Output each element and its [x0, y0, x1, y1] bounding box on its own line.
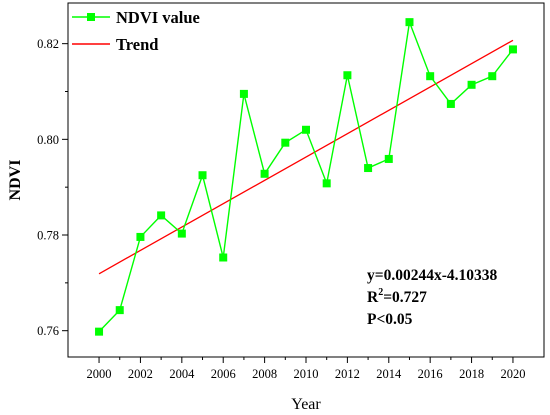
ndvi-point	[384, 154, 393, 163]
y-tick-label: 0.78	[37, 229, 59, 243]
y-tick-label: 0.76	[37, 324, 59, 338]
legend-ndvi-marker-swatch	[87, 13, 95, 21]
r-squared-prefix: R	[367, 289, 379, 306]
ndvi-point	[446, 99, 455, 108]
ndvi-series-layer	[95, 18, 517, 336]
x-tick-label: 2008	[252, 367, 277, 381]
legend-ndvi-label: NDVI value	[116, 8, 200, 27]
ndvi-point	[157, 211, 166, 220]
ndvi-point	[260, 169, 269, 178]
x-tick-label: 2000	[87, 367, 112, 381]
legend: NDVI value Trend	[72, 8, 200, 54]
r-squared-superscript: 2	[378, 287, 383, 298]
ndvi-point	[405, 18, 414, 27]
trend-line	[98, 39, 514, 275]
ndvi-point	[426, 72, 435, 81]
plot-frame	[67, 2, 545, 358]
ndvi-point	[488, 72, 497, 81]
ndvi-point	[95, 327, 104, 336]
ndvi-point	[508, 45, 517, 54]
x-tick-label: 2004	[169, 367, 195, 381]
y-tick-label: 0.80	[37, 133, 59, 147]
ndvi-point	[136, 232, 145, 241]
x-axis-ticks: 2000 2002 2004 2006 2008 2010 2012 2014 2016 2018…	[87, 357, 525, 381]
r-squared-value: =0.727	[383, 289, 427, 306]
x-tick-label: 2002	[128, 367, 153, 381]
ndvi-point	[177, 229, 186, 238]
ndvi-point	[115, 306, 124, 315]
x-tick-label: 2020	[500, 367, 525, 381]
ndvi-point	[343, 71, 352, 80]
x-tick-label: 2016	[418, 367, 443, 381]
x-tick-label: 2018	[459, 367, 484, 381]
x-tick-label: 2012	[335, 367, 360, 381]
ndvi-point	[219, 253, 228, 262]
legend-trend-label: Trend	[116, 35, 158, 54]
p-value-text: P<0.05	[367, 311, 413, 328]
x-tick-label: 2006	[211, 367, 236, 381]
y-axis-ticks: 0.76 0.78 0.80 0.82	[37, 37, 68, 338]
ndvi-point	[302, 125, 310, 134]
x-tick-label: 2014	[376, 367, 402, 381]
trend-line-layer	[98, 39, 514, 275]
ndvi-point	[364, 164, 373, 173]
ndvi-point	[467, 80, 476, 89]
r-squared-text: R2=0.727	[367, 287, 427, 306]
regression-equation: y=0.00244x-4.10338	[367, 267, 497, 284]
x-axis-title: Year	[291, 396, 321, 413]
ndvi-line	[98, 19, 514, 333]
ndvi-point	[322, 179, 331, 188]
regression-annotation: y=0.00244x-4.10338 R2=0.727 P<0.05	[367, 267, 497, 328]
x-tick-label: 2010	[294, 367, 319, 381]
ndvi-point	[198, 171, 207, 180]
ndvi-point	[281, 138, 290, 147]
ndvi-point	[239, 89, 248, 98]
y-axis-title: NDVI	[7, 160, 24, 201]
y-tick-label: 0.82	[37, 37, 59, 51]
